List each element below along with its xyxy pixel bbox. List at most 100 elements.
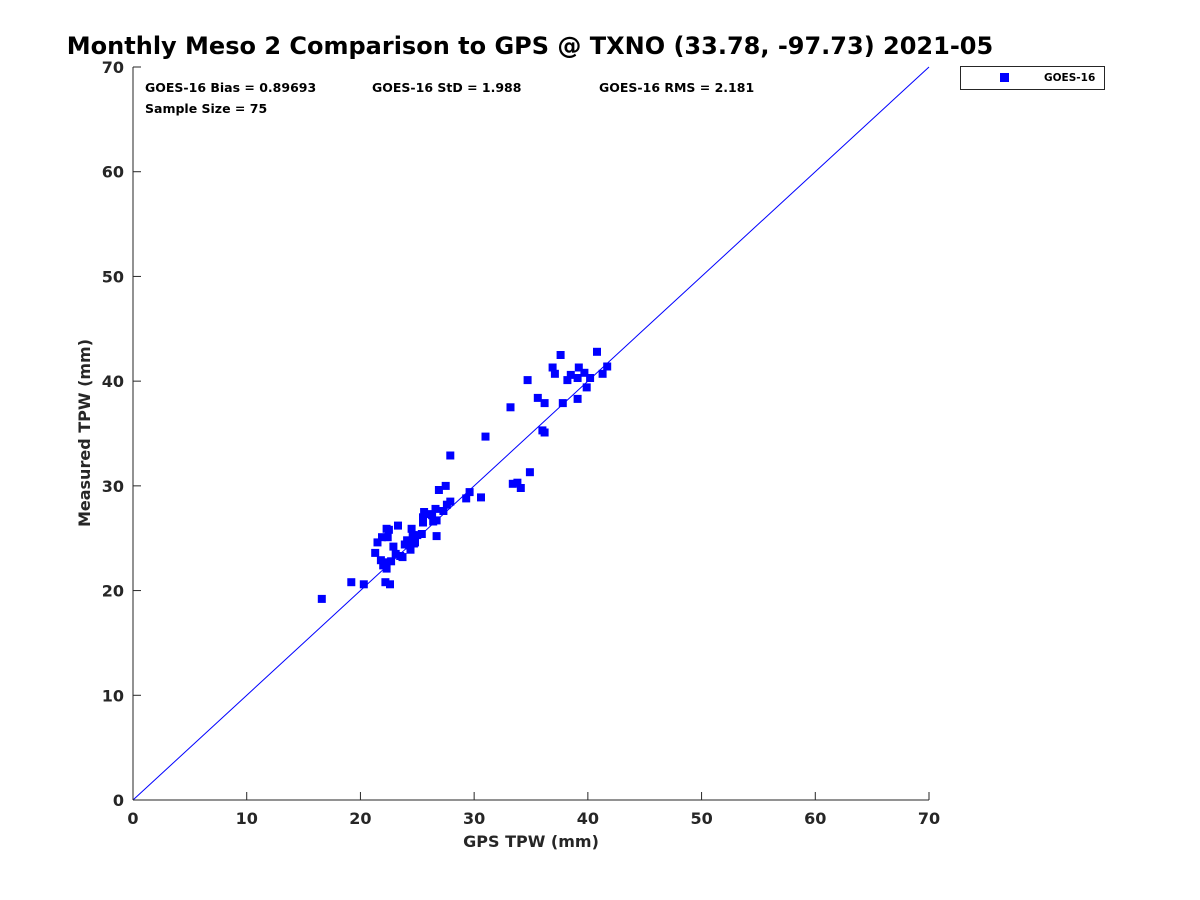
data-point — [391, 549, 400, 558]
data-point — [574, 363, 583, 372]
data-point — [563, 376, 572, 385]
y-axis-ticks: 0 10 20 30 40 50 60 70 — [102, 58, 141, 810]
data-point — [407, 524, 416, 533]
data-point — [406, 545, 415, 554]
sample-size-annotation: Sample Size = 75 — [145, 101, 267, 116]
data-point — [506, 403, 515, 412]
data-point — [508, 479, 517, 488]
data-point — [382, 564, 391, 573]
data-point — [550, 369, 559, 378]
data-point — [417, 530, 426, 538]
data-point — [548, 363, 557, 372]
data-point — [380, 558, 389, 567]
x-tick-label: 40 — [577, 809, 599, 828]
data-point — [446, 451, 455, 460]
data-point — [400, 540, 409, 549]
data-point — [434, 486, 443, 494]
data-point — [317, 594, 326, 603]
data-point — [586, 374, 595, 382]
data-point — [556, 351, 565, 359]
x-tick-label: 50 — [690, 809, 712, 828]
x-tick-label: 70 — [918, 809, 940, 828]
data-point — [371, 548, 380, 557]
data-point — [439, 507, 448, 515]
y-tick-label: 30 — [102, 477, 124, 496]
x-tick-label: 20 — [349, 809, 371, 828]
data-point — [558, 399, 567, 408]
data-point — [566, 370, 575, 379]
legend-box — [960, 66, 1105, 90]
data-point — [533, 393, 542, 402]
data-point — [405, 541, 414, 550]
data-point — [593, 347, 601, 356]
data-point — [516, 484, 525, 492]
data-point — [580, 368, 589, 377]
y-tick-label: 40 — [102, 372, 124, 391]
data-point — [408, 531, 417, 540]
data-point — [413, 531, 422, 540]
data-point — [398, 553, 407, 562]
legend-label-goes16: GOES-16 — [1044, 72, 1095, 84]
x-tick-label: 30 — [463, 809, 485, 828]
y-tick-label: 10 — [102, 686, 124, 705]
y-tick-label: 60 — [102, 163, 124, 182]
data-point — [462, 494, 471, 503]
data-point — [513, 478, 522, 487]
data-points — [317, 347, 612, 603]
data-point — [540, 428, 549, 437]
data-point — [419, 513, 427, 522]
data-point — [428, 511, 437, 520]
axes — [132, 67, 929, 801]
data-point — [573, 374, 582, 382]
data-point — [419, 518, 427, 527]
rms-annotation: GOES-16 RMS = 2.181 — [599, 80, 754, 95]
data-point — [432, 516, 441, 525]
data-point — [441, 481, 450, 490]
one-to-one-line — [132, 66, 930, 801]
legend: GOES-16 — [960, 66, 1105, 90]
data-point — [525, 468, 534, 477]
std-annotation: GOES-16 StD = 1.988 — [372, 80, 521, 95]
reference-line-group — [132, 66, 930, 801]
data-point — [582, 383, 591, 392]
data-point — [477, 493, 485, 502]
data-point — [573, 394, 582, 403]
x-axis-ticks: 0 10 20 30 40 50 60 70 — [127, 792, 940, 828]
data-point — [384, 525, 393, 534]
data-point — [386, 580, 394, 589]
data-point — [389, 542, 398, 551]
data-point — [465, 488, 474, 497]
data-point — [423, 510, 432, 519]
data-point — [403, 536, 412, 545]
data-point — [523, 376, 532, 385]
data-point — [347, 578, 356, 587]
data-point — [359, 580, 368, 589]
data-point — [387, 557, 396, 566]
data-point — [432, 532, 441, 541]
data-point — [394, 521, 402, 530]
y-tick-label: 0 — [113, 791, 124, 810]
data-point — [411, 538, 419, 547]
statistics-annotations: GOES-16 Bias = 0.89693 GOES-16 StD = 1.9… — [145, 80, 754, 116]
data-point — [381, 578, 390, 587]
data-point — [378, 533, 386, 542]
data-point — [446, 497, 455, 506]
data-point — [540, 399, 549, 408]
data-point — [383, 533, 392, 542]
x-tick-label: 10 — [236, 809, 258, 828]
y-axis-label: Measured TPW (mm) — [75, 339, 94, 527]
y-tick-label: 50 — [102, 267, 124, 286]
x-tick-label: 0 — [127, 809, 138, 828]
data-point — [373, 538, 382, 547]
x-tick-label: 60 — [804, 809, 826, 828]
y-tick-label: 70 — [102, 58, 124, 77]
x-axis-label: GPS TPW (mm) — [463, 832, 599, 851]
data-point — [598, 369, 607, 378]
data-point — [481, 432, 490, 441]
legend-marker-square — [1000, 73, 1009, 82]
data-point — [603, 362, 612, 371]
y-tick-label: 20 — [102, 582, 124, 601]
bias-annotation: GOES-16 Bias = 0.89693 — [145, 80, 316, 95]
